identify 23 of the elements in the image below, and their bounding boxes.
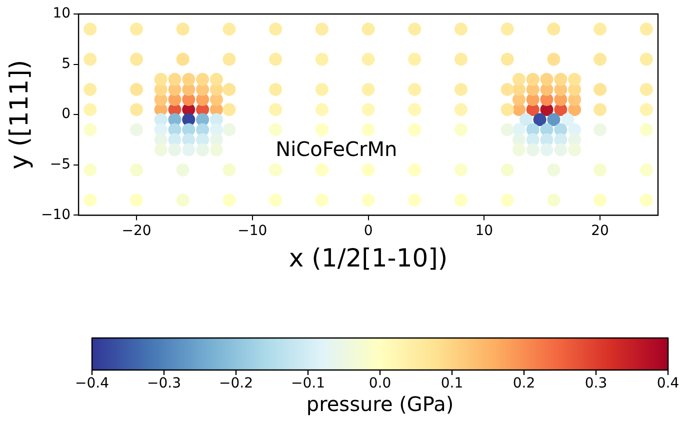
x-tick-label: −10 <box>238 223 268 240</box>
color-bar-label: −0.2 <box>219 376 253 392</box>
x-tick-label: 20 <box>591 223 609 240</box>
y-tick-label: 0 <box>62 106 71 122</box>
y-axis-title: y ([111]) <box>4 60 34 170</box>
x-axis-title: x (1/2[1-10]) <box>288 244 448 272</box>
color-bar-label: 0.3 <box>584 376 608 392</box>
annotation: NiCoFeCrMn <box>276 137 398 162</box>
x-tick-label: 0 <box>364 223 373 240</box>
y-tick-label: −5 <box>50 156 71 173</box>
y-tick-label: 5 <box>62 56 71 72</box>
y-tick-label: −10 <box>41 206 71 223</box>
color-bar-label: 0.0 <box>368 376 392 392</box>
color-bar-label: 0.4 <box>656 376 680 392</box>
x-tick-label: 10 <box>475 223 494 240</box>
color-bar-label: −0.4 <box>75 376 110 392</box>
color-bar-label: 0.2 <box>512 376 536 392</box>
x-tick-label: −20 <box>122 223 152 240</box>
color-bar-label: 0.1 <box>440 376 464 392</box>
color-bar-label: −0.1 <box>291 376 325 392</box>
color-bar-title: pressure (GPa) <box>306 392 454 416</box>
y-tick-label: 10 <box>52 6 71 22</box>
color-bar-label: −0.3 <box>147 376 181 392</box>
